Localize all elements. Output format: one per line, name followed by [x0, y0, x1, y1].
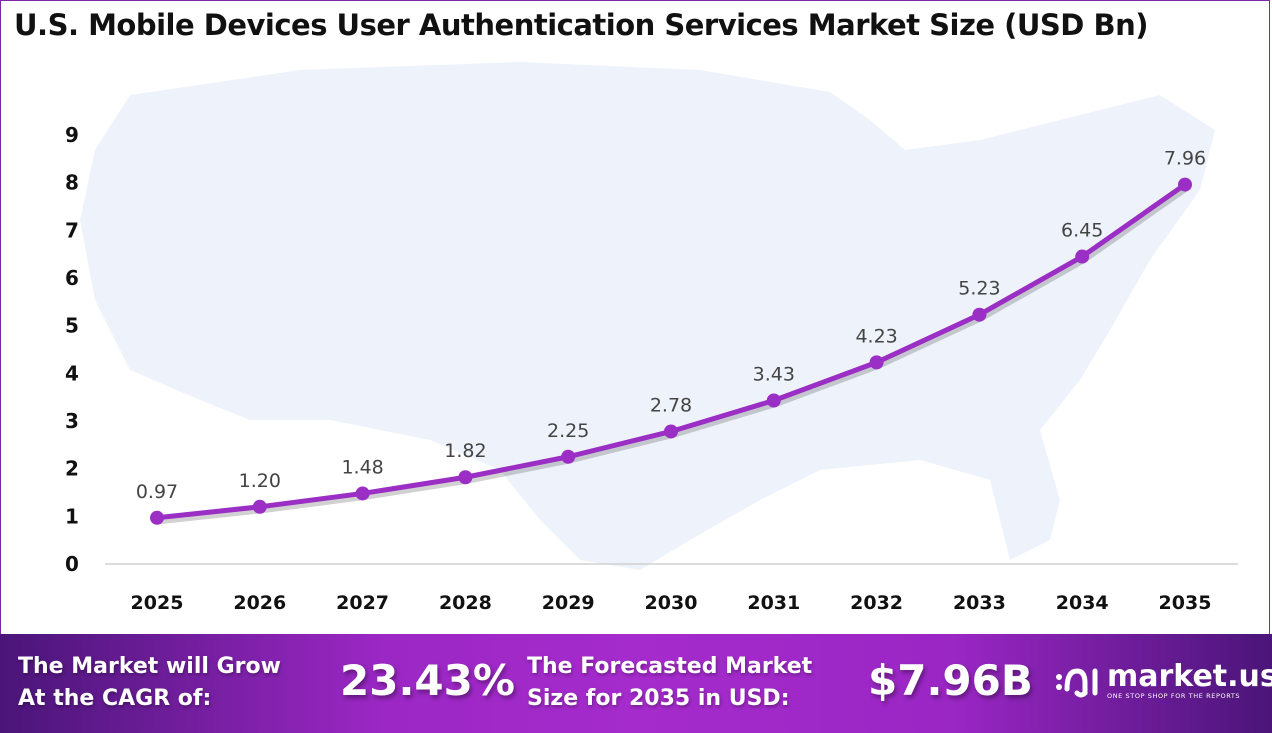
data-label: 5.23 — [958, 278, 1000, 300]
data-point — [561, 449, 576, 464]
x-tick-label: 2029 — [542, 592, 595, 614]
x-tick-label: 2033 — [953, 592, 1006, 614]
data-label: 0.97 — [136, 481, 178, 503]
y-tick-label: 2 — [65, 457, 79, 481]
x-tick-label: 2026 — [233, 592, 286, 614]
data-point — [355, 486, 370, 501]
data-label: 4.23 — [855, 325, 897, 347]
line-chart: 0 1 2 3 4 5 6 7 8 9 2025 2026 2027 2028 2029 2030 2031 2… — [65, 62, 1238, 614]
data-point — [150, 510, 164, 525]
data-label: 3.43 — [753, 364, 795, 386]
x-tick-label: 2028 — [439, 592, 492, 614]
cagr-label-line1: The Market will Grow — [18, 654, 281, 679]
forecast-label-line2: Size for 2035 in USD: — [527, 686, 790, 711]
x-tick-label: 2035 — [1159, 592, 1212, 614]
data-point — [1178, 177, 1192, 192]
x-tick-label: 2030 — [645, 592, 698, 614]
logo-name: market.us — [1107, 659, 1272, 694]
data-point — [869, 355, 884, 370]
x-tick-label: 2031 — [747, 592, 800, 614]
forecast-value: $7.96B — [868, 656, 1033, 705]
y-tick-label: 0 — [65, 552, 79, 576]
y-tick-label: 4 — [65, 361, 79, 385]
chart-frame — [0, 0, 1270, 634]
data-label: 2.78 — [650, 394, 692, 416]
market-us-logo-icon — [1056, 668, 1098, 698]
x-tick-label: 2025 — [131, 592, 184, 614]
data-point — [458, 470, 473, 485]
data-label: 6.45 — [1061, 220, 1103, 242]
data-point — [1075, 249, 1090, 264]
footer-banner: The Market will Grow At the CAGR of: 23.… — [0, 634, 1272, 733]
y-tick-label: 1 — [65, 504, 79, 528]
cagr-label-line2: At the CAGR of: — [18, 686, 212, 711]
data-label: 1.82 — [444, 440, 486, 462]
data-label: 7.96 — [1164, 148, 1206, 170]
market-us-logo: market.us ONE STOP SHOP FOR THE REPORTS — [1055, 662, 1272, 700]
y-tick-label: 7 — [65, 218, 79, 242]
y-tick-label: 9 — [65, 123, 79, 147]
y-tick-label: 3 — [65, 409, 79, 433]
data-label: 1.48 — [341, 456, 383, 478]
us-map-background — [80, 62, 1215, 570]
data-point — [766, 393, 781, 408]
data-point — [664, 424, 678, 439]
logo-tagline: ONE STOP SHOP FOR THE REPORTS — [1107, 692, 1241, 700]
chart-title: U.S. Mobile Devices User Authentication … — [14, 8, 1148, 42]
y-tick-label: 5 — [65, 314, 79, 338]
forecast-label-line1: The Forecasted Market — [527, 654, 813, 679]
x-tick-label: 2027 — [336, 592, 389, 614]
data-point — [252, 499, 267, 514]
data-label: 1.20 — [239, 470, 281, 492]
x-tick-label: 2032 — [850, 592, 903, 614]
y-tick-label: 6 — [65, 266, 79, 290]
y-tick-label: 8 — [65, 171, 79, 195]
x-tick-label: 2034 — [1056, 592, 1109, 614]
data-point — [972, 307, 987, 322]
cagr-value: 23.43% — [340, 656, 515, 705]
data-label: 2.25 — [547, 420, 589, 442]
